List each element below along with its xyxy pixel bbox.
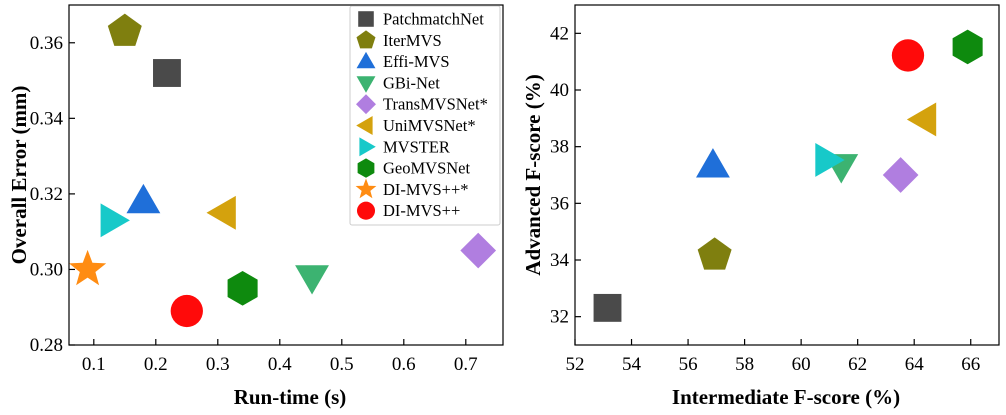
left-point-patchmatchnet <box>153 59 181 87</box>
right-ytick-label: 42 <box>550 23 569 44</box>
left-plot-frame <box>68 4 504 346</box>
legend-marker-square <box>358 11 374 27</box>
legend-label: Effi-MVS <box>383 52 450 71</box>
left-ytick-label: 0.30 <box>30 259 63 280</box>
legend-item: PatchmatchNet <box>358 10 484 29</box>
left-point-di-mvs- <box>170 294 203 328</box>
left-xtick-label: 0.6 <box>392 354 416 375</box>
legend-label: GeoMVSNet <box>383 159 470 178</box>
right-xtick-label: 58 <box>735 354 754 375</box>
right-xtick-label: 64 <box>905 354 925 375</box>
legend-item: UniMVSNet* <box>356 116 476 135</box>
right-ytick-label: 32 <box>550 307 569 328</box>
right-point-effi-mvs <box>696 148 730 178</box>
legend-item: TransMVSNet* <box>356 94 488 115</box>
chart-intermediate-vs-advanced: 52 54 56 58 60 62 64 66 32 34 36 38 40 42 <box>550 4 1000 375</box>
left-xtick-label: 0.1 <box>82 354 106 375</box>
right-xtick-label: 62 <box>848 354 867 375</box>
legend-marker-triangle-down <box>356 76 376 93</box>
legend-label: IterMVS <box>383 31 442 50</box>
legend-item: GeoMVSNet <box>357 158 470 178</box>
right-point-mvster <box>815 143 845 177</box>
right-xtick-label: 56 <box>679 354 698 375</box>
left-ylabel: Overall Error (mm) <box>7 86 31 265</box>
legend: PatchmatchNet IterMVS Effi-MVS GBi-Net Trans… <box>349 5 501 226</box>
legend-marker-diamond <box>356 94 376 115</box>
right-ytick-label: 34 <box>550 250 570 271</box>
legend-label: DI-MVS++ <box>383 201 460 220</box>
left-point-gbi-net <box>295 265 329 295</box>
legend-item: DI-MVS++* <box>355 178 469 199</box>
right-ylabel: Advanced F-score (%) <box>521 74 545 275</box>
legend-marker-pentagon <box>356 30 376 49</box>
right-xtick-label: 52 <box>566 354 585 375</box>
legend-marker-circle <box>356 201 376 220</box>
left-xtick-label: 0.3 <box>206 354 230 375</box>
right-xtick-label: 66 <box>961 354 980 375</box>
right-xlabel: Intermediate F-score (%) <box>672 385 900 409</box>
right-ytick-label: 36 <box>550 193 569 214</box>
left-xtick-label: 0.7 <box>454 354 478 375</box>
left-ytick-label: 0.32 <box>30 184 63 205</box>
left-point-effi-mvs <box>126 183 161 214</box>
legend-label: PatchmatchNet <box>383 10 484 29</box>
left-ytick-label: 0.28 <box>30 335 63 356</box>
right-point-geomvsnet <box>952 29 983 65</box>
legend-marker-star <box>355 178 377 199</box>
right-xtick-label: 60 <box>792 354 811 375</box>
left-point-geomvsnet <box>227 270 258 306</box>
chart-runtime-vs-error: 0.1 0.2 0.3 0.4 0.5 0.6 0.7 0.28 0.30 0.32 0.34 0.3… <box>30 4 504 375</box>
right-plot-frame <box>574 4 1000 346</box>
left-xtick-label: 0.2 <box>144 354 168 375</box>
legend-item: DI-MVS++ <box>356 201 460 220</box>
legend-label: TransMVSNet* <box>383 95 488 114</box>
legend-item: MVSTER <box>359 137 450 156</box>
left-point-di-mvs- <box>69 249 107 286</box>
left-point-itermvs <box>107 13 142 46</box>
right-xtick-label: 54 <box>622 354 642 375</box>
right-ytick-label: 40 <box>550 80 569 101</box>
legend-marker-triangle-up <box>356 51 376 69</box>
right-point-di-mvs- <box>891 39 925 72</box>
legend-marker-triangle-right <box>359 137 376 157</box>
legend-box <box>349 5 501 226</box>
right-ytick-label: 38 <box>550 137 569 158</box>
legend-item: GBi-Net <box>356 73 440 93</box>
left-xtick-label: 0.5 <box>330 354 354 375</box>
legend-label: MVSTER <box>383 137 450 156</box>
right-point-itermvs <box>697 237 732 270</box>
left-point-transmvsnet- <box>460 232 497 269</box>
left-xlabel: Run-time (s) <box>234 385 347 409</box>
legend-label: DI-MVS++* <box>383 180 469 199</box>
right-point-transmvsnet- <box>882 157 919 193</box>
right-point-patchmatchnet <box>593 293 622 322</box>
left-point-mvster <box>100 203 130 238</box>
left-point-unimvsnet- <box>206 195 236 230</box>
legend-label: UniMVSNet* <box>383 116 476 135</box>
legend-label: GBi-Net <box>383 73 440 92</box>
left-xtick-label: 0.4 <box>268 354 292 375</box>
legend-item: Effi-MVS <box>356 51 450 71</box>
legend-item: IterMVS <box>356 30 442 50</box>
legend-marker-triangle-left <box>356 116 373 135</box>
left-ytick-label: 0.34 <box>30 108 64 129</box>
left-ytick-label: 0.36 <box>30 33 63 54</box>
legend-marker-hexagon <box>357 158 375 178</box>
right-point-unimvsnet- <box>906 102 937 137</box>
